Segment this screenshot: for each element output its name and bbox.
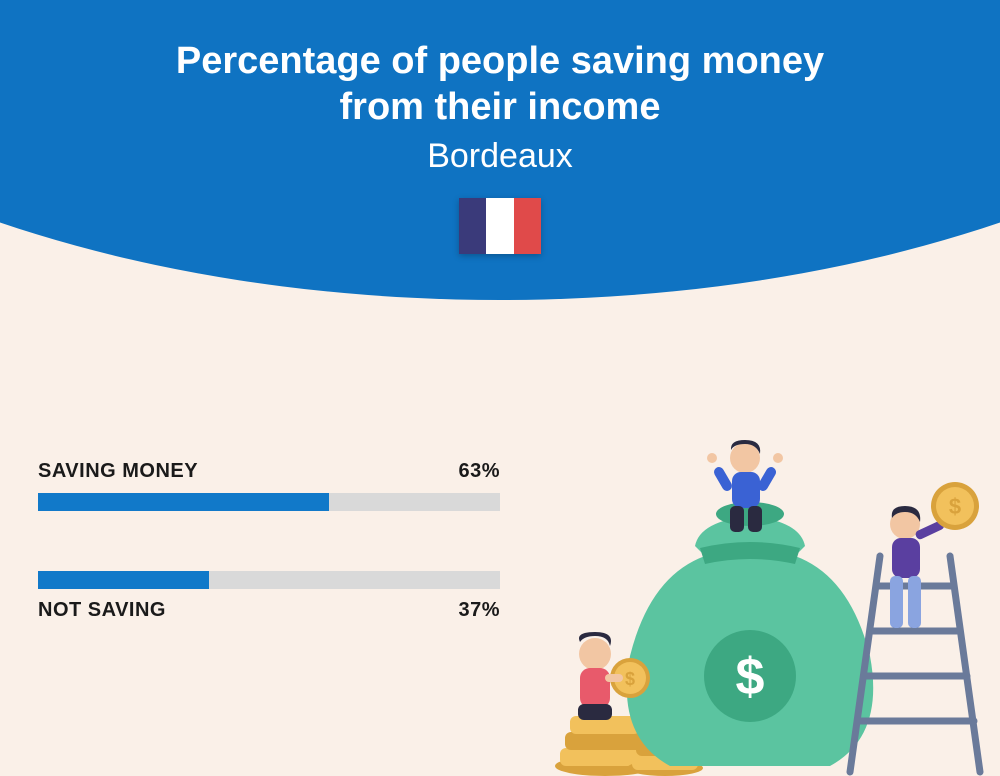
subtitle: Bordeaux xyxy=(0,137,1000,176)
bar-label: SAVING MONEY xyxy=(38,460,198,483)
flag-stripe-blue xyxy=(459,198,486,254)
bar-fill xyxy=(38,493,329,511)
bar-chart: SAVING MONEY 63% NOT SAVING 37% xyxy=(38,460,500,682)
header: Percentage of people saving money from t… xyxy=(0,38,1000,254)
bar-track xyxy=(38,493,500,511)
bar-label-row: SAVING MONEY 63% xyxy=(38,460,500,483)
bar-value: 63% xyxy=(458,460,500,483)
bar-fill xyxy=(38,571,209,589)
bar-saving-money: SAVING MONEY 63% xyxy=(38,460,500,511)
title-line-2: from their income xyxy=(0,84,1000,130)
svg-text:$: $ xyxy=(736,648,765,706)
bar-label: NOT SAVING xyxy=(38,599,166,622)
bar-track xyxy=(38,571,500,589)
svg-text:$: $ xyxy=(625,669,635,689)
title: Percentage of people saving money from t… xyxy=(0,38,1000,131)
money-bag-icon: $ xyxy=(627,502,873,766)
france-flag-icon xyxy=(459,198,541,254)
savings-illustration: $ $ xyxy=(550,436,990,776)
bar-value: 37% xyxy=(458,599,500,622)
person-ladder-icon: $ xyxy=(890,482,979,628)
svg-text:$: $ xyxy=(949,494,961,519)
bar-not-saving: NOT SAVING 37% xyxy=(38,571,500,622)
flag-stripe-white xyxy=(486,198,513,254)
infographic-canvas: Percentage of people saving money from t… xyxy=(0,0,1000,776)
title-line-1: Percentage of people saving money xyxy=(0,38,1000,84)
bar-label-row: NOT SAVING 37% xyxy=(38,599,500,622)
flag-stripe-red xyxy=(514,198,541,254)
